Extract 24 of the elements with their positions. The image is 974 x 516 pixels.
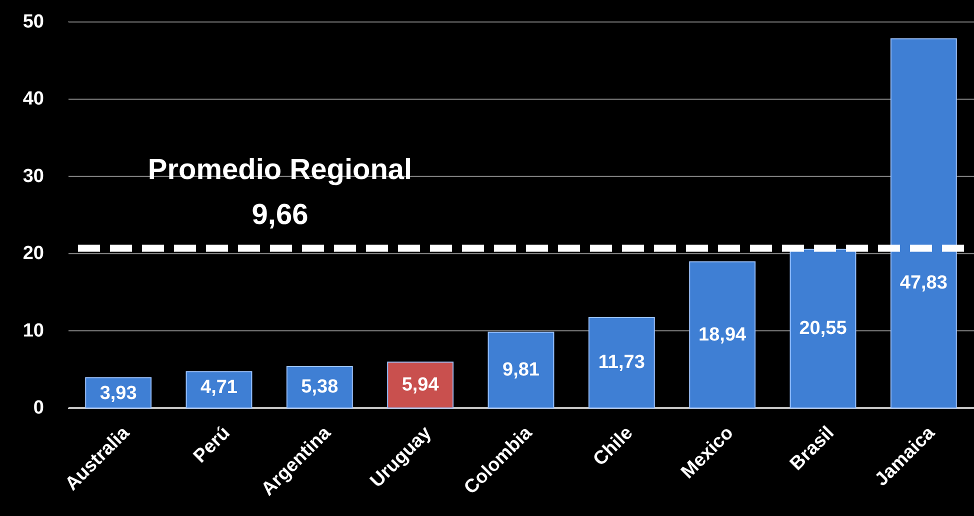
bar (890, 38, 957, 408)
bar (286, 366, 353, 408)
y-tick-label: 50 (22, 12, 44, 32)
ref-line-label: Promedio Regional 9,66 (148, 154, 412, 232)
data-label: 9,81 (502, 360, 540, 381)
data-label: 5,38 (301, 376, 338, 398)
y-tick-label: 0 (33, 398, 44, 418)
y-tick-label: 20 (22, 243, 44, 264)
data-label: 18,94 (698, 324, 747, 346)
bar (186, 371, 252, 408)
data-label: 4,71 (200, 377, 238, 398)
data-label: 3,93 (100, 383, 137, 404)
data-label: 20,55 (799, 318, 848, 340)
y-tick-label: 40 (22, 88, 44, 110)
bar (790, 248, 856, 408)
y-tick-label: 30 (22, 166, 44, 187)
y-tick-label: 10 (22, 320, 44, 342)
bar (488, 332, 554, 408)
data-label: 5,94 (402, 374, 440, 396)
data-label: 47,83 (900, 272, 948, 294)
bar (387, 362, 454, 408)
bar (588, 316, 655, 408)
bar (689, 261, 756, 408)
data-label: 11,73 (598, 352, 645, 374)
